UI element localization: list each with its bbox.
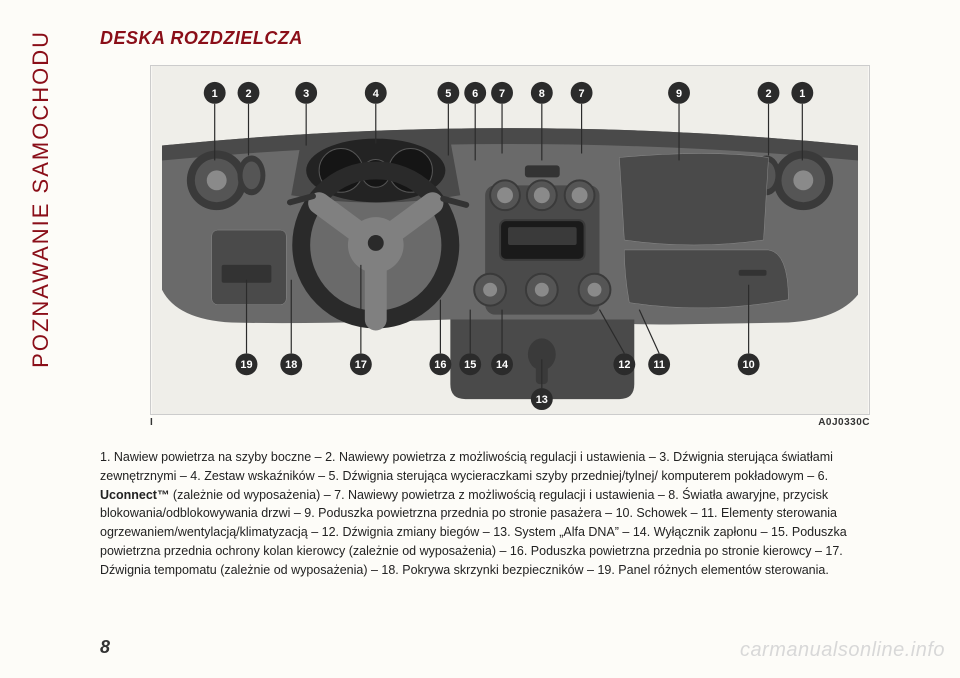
svg-text:12: 12	[618, 359, 630, 371]
svg-text:5: 5	[445, 88, 451, 100]
svg-text:16: 16	[434, 359, 446, 371]
svg-text:19: 19	[240, 359, 252, 371]
svg-text:7: 7	[579, 88, 585, 100]
page-heading: DESKA ROZDZIELCZA	[100, 28, 303, 49]
svg-text:2: 2	[765, 88, 771, 100]
page-number: 8	[100, 637, 110, 658]
figure-index-label: I	[150, 417, 153, 428]
svg-text:10: 10	[743, 359, 755, 371]
svg-text:4: 4	[373, 88, 380, 100]
caption-strong: Uconnect™	[100, 488, 169, 502]
svg-text:2: 2	[245, 88, 251, 100]
dashboard-figure: 12345678792119181716151413121110	[150, 65, 870, 415]
caption-text-2: (zależnie od wyposażenia) – 7. Nawiewy p…	[100, 488, 847, 577]
svg-text:11: 11	[653, 359, 665, 371]
figure-caption: 1. Nawiew powietrza na szyby boczne – 2.…	[100, 448, 890, 579]
svg-text:13: 13	[536, 394, 548, 406]
dashboard-illustration: 12345678792119181716151413121110	[151, 66, 869, 414]
svg-text:7: 7	[499, 88, 505, 100]
svg-text:8: 8	[539, 88, 545, 100]
svg-text:6: 6	[472, 88, 478, 100]
svg-text:14: 14	[496, 359, 509, 371]
watermark: carmanualsonline.info	[740, 639, 945, 662]
svg-text:9: 9	[676, 88, 682, 100]
svg-text:15: 15	[464, 359, 476, 371]
figure-code-label: A0J0330C	[818, 417, 870, 428]
svg-text:17: 17	[355, 359, 367, 371]
caption-text-1: 1. Nawiew powietrza na szyby boczne – 2.…	[100, 450, 833, 483]
svg-text:3: 3	[303, 88, 309, 100]
svg-text:1: 1	[212, 88, 218, 100]
svg-text:18: 18	[285, 359, 297, 371]
svg-text:1: 1	[799, 88, 805, 100]
side-section-label: POZNAWANIE SAMOCHODU	[28, 30, 54, 368]
